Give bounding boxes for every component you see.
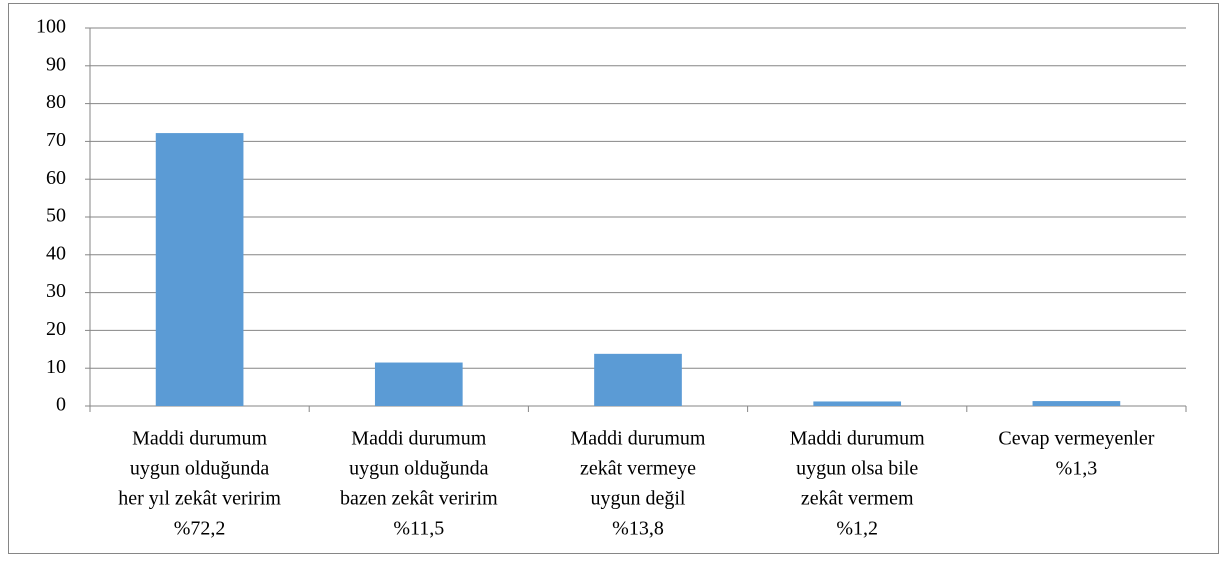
y-tick-label: 60 bbox=[46, 167, 66, 189]
x-tick-label: %1,3 bbox=[1056, 458, 1098, 480]
bar bbox=[813, 401, 902, 406]
bar bbox=[1032, 401, 1121, 406]
x-tick-label: zekât vermem bbox=[801, 488, 914, 510]
y-tick-label: 20 bbox=[46, 318, 66, 340]
x-tick-label: zekât vermeye bbox=[580, 458, 696, 480]
y-tick-label: 70 bbox=[46, 129, 66, 151]
x-tick-label: Maddi durumum bbox=[351, 428, 486, 450]
x-tick-label: uygun değil bbox=[591, 488, 686, 510]
y-tick-label: 10 bbox=[46, 356, 66, 378]
x-tick-label: uygun olduğunda bbox=[349, 458, 489, 480]
y-tick-label: 30 bbox=[46, 280, 66, 302]
x-tick-label: bazen zekât veririm bbox=[340, 488, 498, 510]
bar bbox=[155, 133, 244, 407]
x-tick-label: Maddi durumum bbox=[132, 428, 267, 450]
y-tick-label: 0 bbox=[56, 394, 66, 416]
x-tick-label: %72,2 bbox=[174, 518, 226, 540]
x-tick-label: Cevap vermeyenler bbox=[998, 428, 1154, 450]
x-tick-label: Maddi durumum bbox=[790, 428, 925, 450]
x-tick-label: %1,2 bbox=[836, 518, 878, 540]
x-tick-label: Maddi durumum bbox=[571, 428, 706, 450]
y-tick-label: 100 bbox=[36, 16, 66, 38]
x-tick-label: her yıl zekât veririm bbox=[118, 488, 281, 510]
x-tick-label: %11,5 bbox=[393, 518, 444, 540]
bar bbox=[594, 353, 682, 406]
y-tick-label: 40 bbox=[46, 242, 66, 264]
bar bbox=[374, 362, 463, 406]
y-tick-label: 50 bbox=[46, 205, 66, 227]
x-tick-label: uygun olsa bile bbox=[796, 458, 918, 480]
x-tick-label: %13,8 bbox=[612, 518, 664, 540]
x-tick-label: uygun olduğunda bbox=[130, 458, 270, 480]
y-tick-label: 80 bbox=[46, 91, 66, 113]
y-tick-label: 90 bbox=[46, 53, 66, 75]
